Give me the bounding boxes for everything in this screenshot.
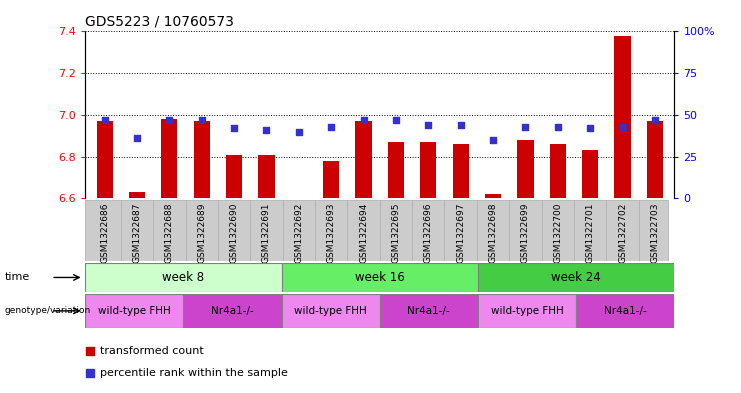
Bar <box>85 263 282 292</box>
Text: percentile rank within the sample: percentile rank within the sample <box>100 368 288 378</box>
Text: wild-type FHH: wild-type FHH <box>98 306 170 316</box>
Text: GDS5223 / 10760573: GDS5223 / 10760573 <box>85 15 234 29</box>
Bar <box>259 154 275 198</box>
Bar <box>420 142 436 198</box>
Bar <box>282 294 380 328</box>
Bar <box>550 144 566 198</box>
Bar <box>282 263 478 292</box>
Bar <box>478 294 576 328</box>
Point <box>617 123 628 130</box>
Point <box>487 137 499 143</box>
Bar <box>162 119 177 198</box>
Bar <box>96 121 113 198</box>
Point <box>196 117 207 123</box>
Text: Nr4a1-/-: Nr4a1-/- <box>408 306 451 316</box>
Point <box>519 123 531 130</box>
Text: week 24: week 24 <box>551 271 601 284</box>
Point <box>455 122 467 128</box>
Point <box>422 122 434 128</box>
Text: GSM1322701: GSM1322701 <box>585 202 595 263</box>
Text: GSM1322688: GSM1322688 <box>165 202 174 263</box>
Text: GSM1322686: GSM1322686 <box>100 202 109 263</box>
Bar <box>380 294 478 328</box>
Text: GSM1322702: GSM1322702 <box>618 202 627 263</box>
Text: wild-type FHH: wild-type FHH <box>294 306 367 316</box>
Bar <box>323 161 339 198</box>
Point <box>390 117 402 123</box>
Text: transformed count: transformed count <box>100 346 204 356</box>
Text: week 8: week 8 <box>162 271 205 284</box>
Bar <box>576 294 674 328</box>
Text: GSM1322700: GSM1322700 <box>554 202 562 263</box>
Bar <box>193 121 210 198</box>
Bar <box>388 142 404 198</box>
Text: GSM1322691: GSM1322691 <box>262 202 271 263</box>
Text: GSM1322698: GSM1322698 <box>488 202 497 263</box>
Text: time: time <box>4 272 30 283</box>
Point <box>131 135 143 141</box>
Bar <box>478 263 674 292</box>
Bar <box>647 121 663 198</box>
Text: genotype/variation: genotype/variation <box>4 307 90 315</box>
Point <box>325 123 337 130</box>
Bar <box>356 121 372 198</box>
Point <box>649 117 661 123</box>
Point <box>552 123 564 130</box>
Text: Nr4a1-/-: Nr4a1-/- <box>211 306 254 316</box>
Point <box>99 117 110 123</box>
Text: GSM1322692: GSM1322692 <box>294 202 303 263</box>
Text: GSM1322693: GSM1322693 <box>327 202 336 263</box>
Text: GSM1322694: GSM1322694 <box>359 202 368 263</box>
Text: Nr4a1-/-: Nr4a1-/- <box>604 306 647 316</box>
Point <box>84 370 96 376</box>
Point <box>228 125 240 131</box>
Bar <box>517 140 534 198</box>
Text: GSM1322699: GSM1322699 <box>521 202 530 263</box>
Point <box>584 125 596 131</box>
Bar <box>226 154 242 198</box>
Text: GSM1322697: GSM1322697 <box>456 202 465 263</box>
Bar <box>85 294 184 328</box>
Point <box>164 117 176 123</box>
Text: wild-type FHH: wild-type FHH <box>491 306 563 316</box>
Point <box>84 348 96 354</box>
Bar <box>582 151 598 198</box>
Text: GSM1322703: GSM1322703 <box>651 202 659 263</box>
Text: week 16: week 16 <box>355 271 405 284</box>
Point <box>293 129 305 135</box>
Bar <box>614 36 631 198</box>
Text: GSM1322689: GSM1322689 <box>197 202 206 263</box>
Text: GSM1322695: GSM1322695 <box>391 202 400 263</box>
Bar <box>129 192 145 198</box>
Bar <box>184 294 282 328</box>
Point <box>358 117 370 123</box>
Bar <box>485 194 501 198</box>
Text: GSM1322690: GSM1322690 <box>230 202 239 263</box>
Text: GSM1322696: GSM1322696 <box>424 202 433 263</box>
Text: GSM1322687: GSM1322687 <box>133 202 142 263</box>
Bar <box>453 144 469 198</box>
Point <box>261 127 273 133</box>
